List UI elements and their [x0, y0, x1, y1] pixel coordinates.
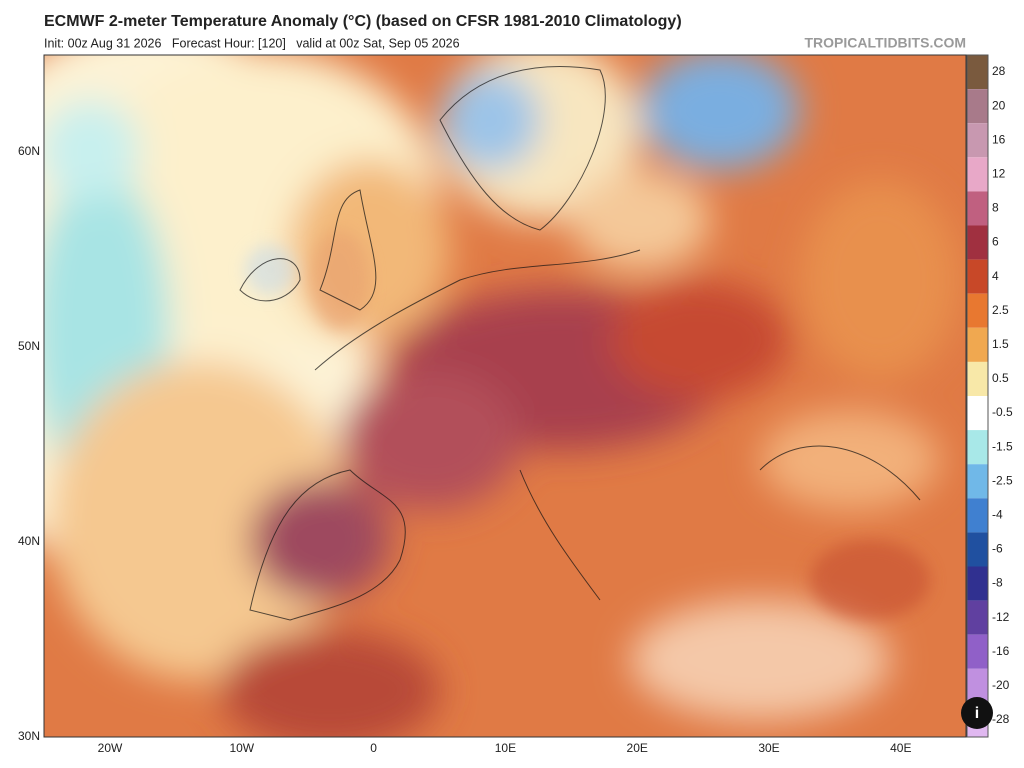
- colorbar-swatch: [967, 293, 988, 328]
- colorbar-label: -28: [992, 712, 1010, 726]
- colorbar-swatch: [967, 600, 988, 635]
- colorbar-swatch: [967, 157, 988, 192]
- colorbar-label: -8: [992, 576, 1003, 590]
- colorbar-label: 16: [992, 132, 1006, 146]
- lon-label: 40E: [890, 741, 911, 755]
- colorbar-label: -6: [992, 542, 1003, 556]
- colorbar-label: -1.5: [992, 439, 1013, 453]
- colorbar-frame: [966, 54, 989, 738]
- colorbar-swatch: [967, 259, 988, 294]
- colorbar-label: -16: [992, 644, 1010, 658]
- colorbar-label: 8: [992, 201, 999, 215]
- colorbar-swatch: [967, 225, 988, 260]
- brand: TROPICALTIDBITS.COM: [804, 35, 966, 51]
- colorbar-swatch: [967, 634, 988, 669]
- colorbar-label: -2.5: [992, 473, 1013, 487]
- colorbar-label: -0.5: [992, 405, 1013, 419]
- subtitle: Init: 00z Aug 31 2026 Forecast Hour: [12…: [44, 36, 460, 50]
- colorbar-swatch: [967, 498, 988, 533]
- lon-label: 10E: [495, 741, 516, 755]
- colorbar-swatch: [967, 55, 988, 89]
- colorbar-swatch: [967, 464, 988, 499]
- colorbar: 28 20 16 12 8 6 4 2.5 1.5 0.5 -0.5 -1.5 -2.5 -4 -6 -8 -1…: [966, 54, 1013, 738]
- lat-label: 40N: [18, 534, 40, 548]
- colorbar-label: 4: [992, 269, 999, 283]
- colorbar-label: 2.5: [992, 303, 1009, 317]
- lon-label: 0: [370, 741, 377, 755]
- colorbar-swatch: [967, 532, 988, 567]
- lon-label: 30E: [758, 741, 779, 755]
- colorbar-label: 20: [992, 98, 1006, 112]
- colorbar-label: 28: [992, 64, 1006, 78]
- lat-label: 30N: [18, 729, 40, 743]
- colorbar-swatch: [967, 327, 988, 362]
- colorbar-swatch: [967, 361, 988, 396]
- colorbar-label: -12: [992, 610, 1010, 624]
- colorbar-label: 1.5: [992, 337, 1009, 351]
- info-button[interactable]: i: [961, 697, 993, 729]
- lat-label: 60N: [18, 144, 40, 158]
- lon-label: 20E: [627, 741, 648, 755]
- colorbar-label: 6: [992, 235, 999, 249]
- info-icon[interactable]: i: [975, 705, 979, 722]
- colorbar-swatch: [967, 89, 988, 124]
- lon-label: 10W: [229, 741, 254, 755]
- colorbar-swatch: [967, 430, 988, 465]
- lon-label: 20W: [98, 741, 123, 755]
- colorbar-label: 0.5: [992, 371, 1009, 385]
- colorbar-label: 12: [992, 166, 1006, 180]
- colorbar-label: -20: [992, 678, 1010, 692]
- colorbar-swatch: [967, 191, 988, 226]
- title: ECMWF 2-meter Temperature Anomaly (°C) (…: [44, 13, 682, 30]
- lat-label: 50N: [18, 339, 40, 353]
- colorbar-swatch: [967, 566, 988, 601]
- colorbar-swatch: [967, 396, 988, 431]
- colorbar-swatch: [967, 123, 988, 158]
- colorbar-swatch: [967, 668, 988, 703]
- map-frame: [43, 54, 967, 738]
- map: [44, 55, 966, 737]
- colorbar-label: -4: [992, 507, 1003, 521]
